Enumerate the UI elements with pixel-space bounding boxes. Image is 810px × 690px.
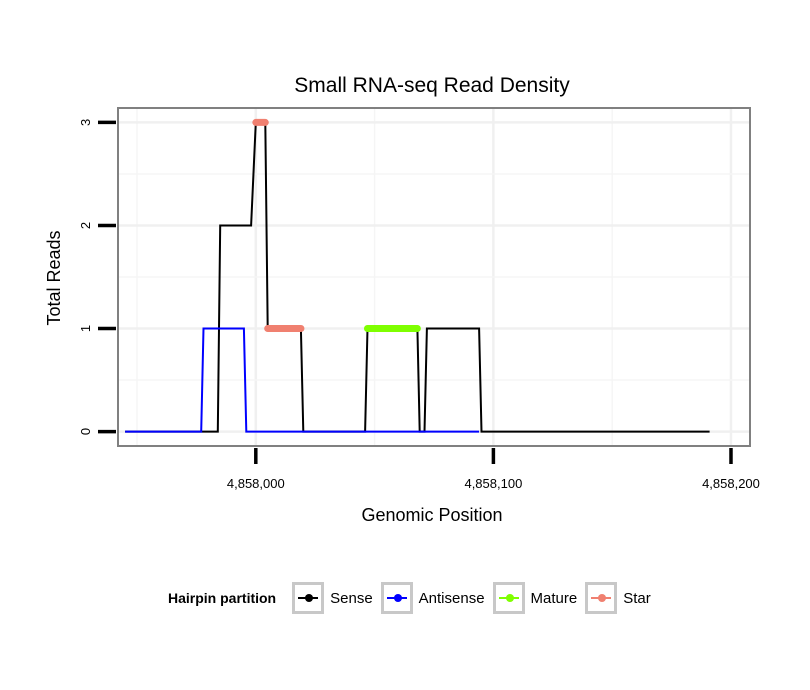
legend-item-mature: Mature — [492, 582, 578, 614]
legend-label-star: Star — [623, 589, 651, 607]
series-layer — [125, 118, 710, 433]
legend: Hairpin partition Sense Antisense Mature… — [168, 578, 659, 618]
y-axis-label: Total Reads — [44, 230, 64, 325]
legend-key-antisense — [380, 582, 413, 614]
x-axis-label: Genomic Position — [361, 505, 502, 525]
y-tick-label: 0 — [78, 428, 93, 435]
legend-key-star — [585, 582, 618, 614]
x-tick-label: 4,858,000 — [227, 476, 285, 491]
axes: 0 1 2 3 4,858,000 4,858,100 4,858,200 — [78, 119, 760, 491]
x-tick-label: 4,858,100 — [464, 476, 522, 491]
legend-label-mature: Mature — [530, 589, 578, 607]
y-tick-label: 3 — [78, 119, 93, 126]
legend-item-antisense: Antisense — [380, 582, 485, 614]
y-tick-label: 1 — [78, 325, 93, 332]
legend-label-antisense: Antisense — [418, 589, 485, 607]
legend-key-sense — [292, 582, 325, 614]
legend-item-sense: Sense — [292, 582, 373, 614]
legend-dot-sense — [305, 594, 314, 602]
legend-item-star: Star — [585, 582, 651, 614]
plot-border — [117, 107, 751, 447]
legend-dot-antisense — [393, 594, 402, 602]
legend-dot-mature — [505, 594, 514, 602]
series-line-antisense — [125, 327, 480, 433]
x-tick-label: 4,858,200 — [702, 476, 760, 491]
legend-key-mature — [492, 582, 525, 614]
y-tick-label: 2 — [78, 222, 93, 229]
chart-title: Small RNA-seq Read Density — [294, 74, 570, 97]
legend-dot-star — [598, 594, 607, 602]
legend-label-sense: Sense — [330, 589, 373, 607]
legend-title: Hairpin partition — [168, 590, 277, 606]
